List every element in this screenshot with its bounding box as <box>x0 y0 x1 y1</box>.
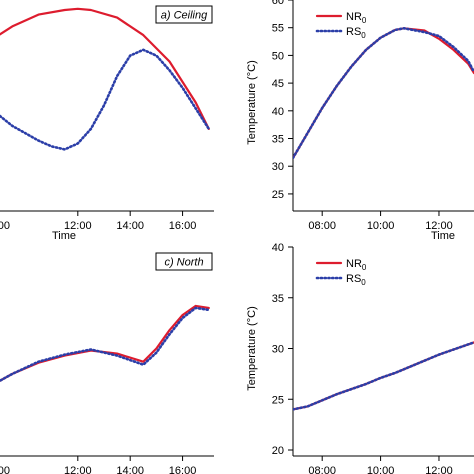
legend-label-nr0: NR0 <box>346 258 367 272</box>
y-tick-label: 25 <box>272 189 284 201</box>
x-tick-label: 12:00 <box>64 465 92 474</box>
y-tick-label: 20 <box>272 445 284 457</box>
series-line-nr0 <box>0 304 210 382</box>
y-tick-label: 40 <box>272 106 284 118</box>
x-tick-label: 14:00 <box>116 220 144 232</box>
legend-label-nr0: NR0 <box>346 11 367 25</box>
x-axis-label: Time <box>431 230 455 242</box>
y-tick-label: 40 <box>272 242 284 254</box>
legend-label-rs0: RS0 <box>346 26 366 40</box>
panel-tag-box <box>155 5 213 24</box>
series-line-rs0 <box>293 26 474 160</box>
y-tick-label: 30 <box>272 161 284 173</box>
y-axis-label: Temperature (°C) <box>246 306 258 390</box>
y-tick-label: 25 <box>272 394 284 406</box>
x-tick-label: 12:00 <box>425 465 453 474</box>
y-tick-label: 35 <box>272 134 284 146</box>
y-tick-label: 35 <box>272 293 284 305</box>
x-tick-label: 08:00 <box>308 465 336 474</box>
chart-panel-3: 20 25 30 35 40 Temperature (°C) 08:00 10:00 12:0… <box>246 242 474 474</box>
chart-panel-0: 9:00 12:00 14:00 16:00 Time a) Ceiling <box>0 5 214 242</box>
x-tick-label: 16:00 <box>169 220 197 232</box>
y-tick-label: 30 <box>272 344 284 356</box>
panel-tag-box <box>155 252 213 271</box>
x-tick-label: 12:00 <box>64 220 92 232</box>
x-tick-label: 12:00 <box>425 220 453 232</box>
y-tick-label: 45 <box>272 78 284 90</box>
x-tick-label: 14:00 <box>116 465 144 474</box>
series-line-rs0 <box>0 48 211 151</box>
x-tick-label: 10:00 <box>367 220 395 232</box>
x-tick-label: 9:00 <box>0 220 10 232</box>
y-axis-label: Temperature (°C) <box>246 60 258 144</box>
x-tick-label: 08:00 <box>308 220 336 232</box>
x-tick-label: 16:00 <box>169 465 197 474</box>
series-line-rs0 <box>0 306 211 383</box>
panel-tag: a) Ceiling <box>161 10 208 22</box>
panel-tag: c) North <box>164 257 203 269</box>
y-tick-label: 55 <box>272 23 284 35</box>
series-line-nr0 <box>293 27 474 159</box>
y-tick-label: 60 <box>272 0 284 7</box>
legend-label-rs0: RS0 <box>346 273 366 287</box>
series-line-nr0 <box>0 7 210 130</box>
x-tick-label: 9:00 <box>0 465 10 474</box>
series-line-rs0 <box>293 341 474 411</box>
x-axis-label: Time <box>52 230 76 242</box>
chart-panel-1: 25 30 35 40 45 50 55 60 Temperature (°C) 08:00 10:… <box>246 0 474 242</box>
y-tick-label: 50 <box>272 50 284 62</box>
x-tick-label: 10:00 <box>367 465 395 474</box>
